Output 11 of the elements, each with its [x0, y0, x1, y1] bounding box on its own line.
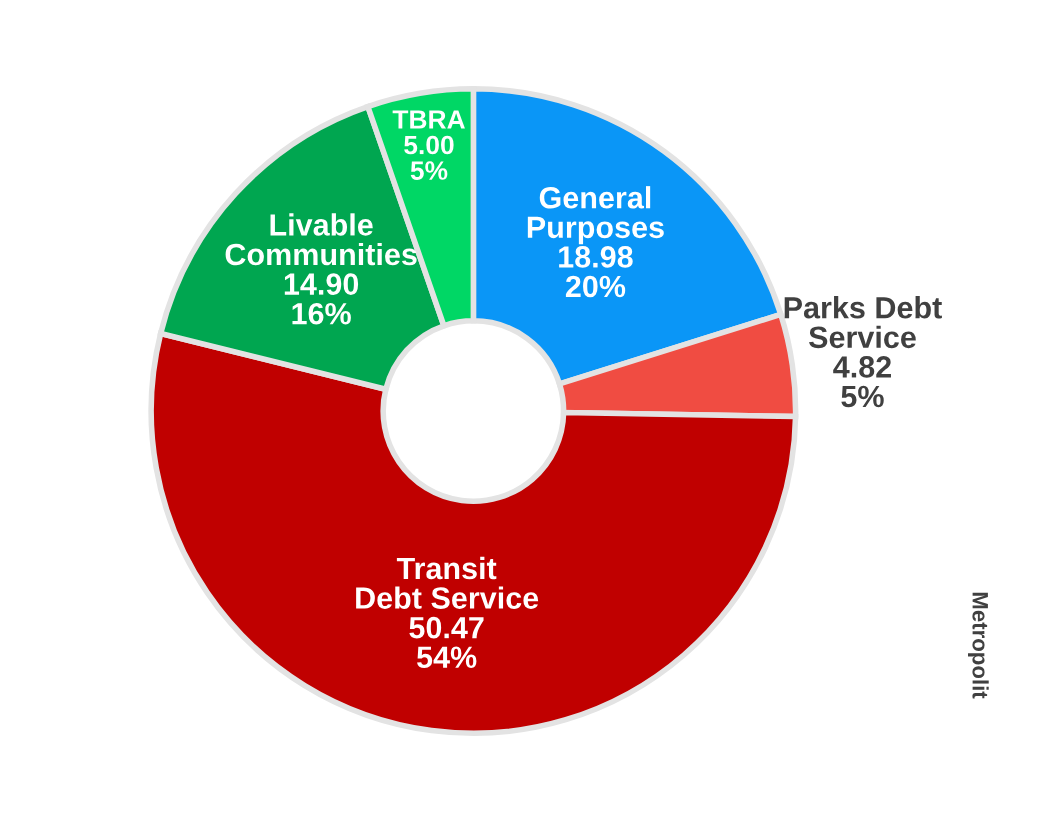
slice-label: Livable Communities	[225, 213, 417, 266]
data-label: 18.98 20%	[559, 246, 633, 298]
data-label: 14.90 16%	[284, 273, 359, 325]
data-label: 4.82 5%	[833, 356, 891, 408]
slice-label: Transit Debt Service	[356, 556, 539, 609]
slice-label: TBRA	[392, 110, 465, 129]
slice-label: Parks Debt Service	[784, 296, 942, 349]
data-label: 5.00 5%	[404, 135, 454, 180]
text: Metropolit	[968, 592, 989, 699]
slice-label: General Purposes	[527, 186, 664, 245]
data-label: 50.47 54%	[409, 616, 484, 669]
